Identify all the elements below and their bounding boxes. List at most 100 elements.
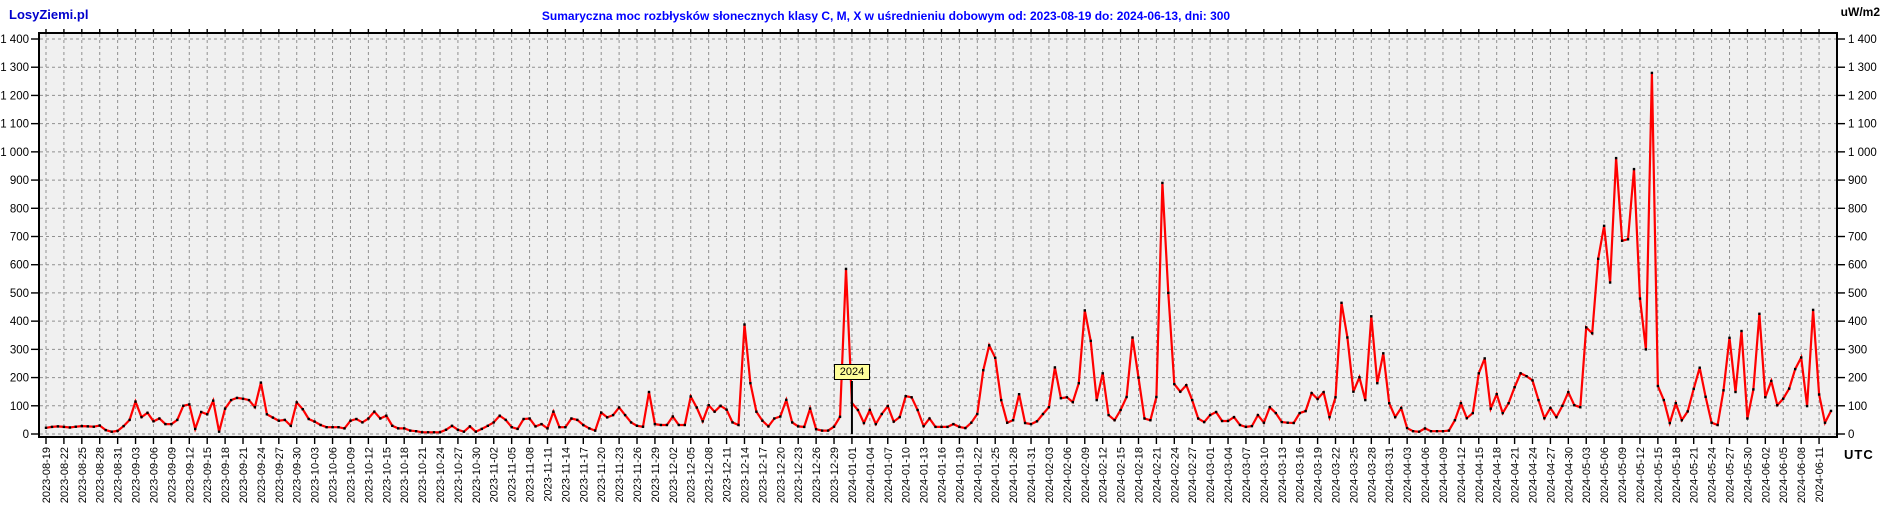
svg-text:2024-01-25: 2024-01-25 [990, 447, 1002, 503]
svg-text:2023-08-31: 2023-08-31 [113, 447, 125, 503]
svg-text:2024-06-02: 2024-06-02 [1760, 447, 1772, 503]
svg-text:2024-01-22: 2024-01-22 [972, 447, 984, 503]
svg-text:900: 900 [1848, 175, 1867, 187]
svg-text:2023-12-17: 2023-12-17 [757, 447, 769, 503]
svg-text:2024-01-31: 2024-01-31 [1026, 447, 1038, 503]
svg-text:2024-05-09: 2024-05-09 [1617, 447, 1629, 503]
svg-text:2024-03-28: 2024-03-28 [1366, 447, 1378, 503]
svg-text:2024-03-25: 2024-03-25 [1348, 447, 1360, 503]
svg-text:2024-05-15: 2024-05-15 [1653, 447, 1665, 503]
svg-text:100: 100 [10, 401, 29, 413]
svg-text:1 000: 1 000 [1848, 147, 1877, 159]
svg-text:2024-03-10: 2024-03-10 [1259, 447, 1271, 503]
svg-text:1 400: 1 400 [0, 34, 29, 46]
svg-text:2023-10-06: 2023-10-06 [328, 447, 340, 503]
svg-text:2024-06-08: 2024-06-08 [1796, 447, 1808, 503]
svg-text:2023-12-26: 2023-12-26 [811, 447, 823, 503]
svg-text:1 200: 1 200 [0, 90, 29, 102]
svg-text:200: 200 [10, 373, 29, 385]
svg-text:600: 600 [1848, 260, 1867, 272]
svg-text:0: 0 [1848, 429, 1854, 441]
svg-text:2023-09-15: 2023-09-15 [202, 447, 214, 503]
svg-text:2023-10-09: 2023-10-09 [345, 447, 357, 503]
svg-text:2024-01-28: 2024-01-28 [1008, 447, 1020, 503]
svg-text:2023-11-26: 2023-11-26 [632, 447, 644, 502]
svg-text:0: 0 [23, 429, 29, 441]
svg-text:2024-03-13: 2024-03-13 [1277, 447, 1289, 503]
svg-text:2024-05-18: 2024-05-18 [1671, 447, 1683, 503]
svg-text:2024-04-24: 2024-04-24 [1528, 447, 1540, 503]
svg-text:2023-08-22: 2023-08-22 [59, 447, 71, 503]
svg-text:2024-01-01: 2024-01-01 [847, 447, 859, 503]
svg-text:2024-01-13: 2024-01-13 [919, 447, 931, 503]
data-point-markers [44, 71, 1833, 434]
chart-title: Sumaryczna moc rozbłysków słonecznych kl… [541, 9, 1231, 23]
svg-text:2024-04-27: 2024-04-27 [1545, 447, 1557, 503]
svg-text:2023-10-21: 2023-10-21 [417, 447, 429, 503]
svg-text:2023-10-18: 2023-10-18 [399, 447, 411, 503]
svg-text:2024-05-24: 2024-05-24 [1707, 447, 1719, 503]
svg-text:500: 500 [1848, 288, 1867, 300]
svg-text:2023-11-05: 2023-11-05 [507, 447, 519, 502]
svg-text:2023-09-27: 2023-09-27 [274, 447, 286, 503]
svg-text:800: 800 [1848, 203, 1867, 215]
svg-text:2023-12-29: 2023-12-29 [829, 447, 841, 503]
svg-text:2024-04-12: 2024-04-12 [1456, 447, 1468, 503]
svg-text:1 200: 1 200 [1848, 90, 1877, 102]
svg-text:2024-05-21: 2024-05-21 [1689, 447, 1701, 503]
svg-text:2024-04-30: 2024-04-30 [1563, 447, 1575, 503]
svg-text:2024-01-07: 2024-01-07 [883, 447, 895, 503]
svg-text:2024-01-10: 2024-01-10 [901, 447, 913, 503]
svg-text:2023-12-14: 2023-12-14 [739, 447, 751, 503]
svg-text:2024-01-16: 2024-01-16 [936, 447, 948, 503]
svg-text:2024-03-01: 2024-03-01 [1205, 447, 1217, 503]
svg-text:1 300: 1 300 [1848, 62, 1877, 74]
svg-text:2024-03-22: 2024-03-22 [1330, 447, 1342, 503]
svg-text:200: 200 [1848, 373, 1867, 385]
svg-text:2024-02-03: 2024-02-03 [1044, 447, 1056, 503]
svg-text:2023-10-12: 2023-10-12 [363, 447, 375, 503]
svg-text:2023-11-29: 2023-11-29 [650, 447, 662, 502]
svg-text:2024-02-09: 2024-02-09 [1080, 447, 1092, 503]
svg-text:2024-06-05: 2024-06-05 [1778, 447, 1790, 503]
svg-text:2023-11-23: 2023-11-23 [614, 447, 626, 502]
svg-text:2024-03-19: 2024-03-19 [1313, 447, 1325, 503]
svg-text:2023-11-17: 2023-11-17 [578, 447, 590, 502]
svg-text:2023-09-12: 2023-09-12 [184, 447, 196, 503]
svg-text:100: 100 [1848, 401, 1867, 413]
svg-text:2024-04-09: 2024-04-09 [1438, 447, 1450, 503]
svg-text:2024-06-11: 2024-06-11 [1814, 447, 1826, 502]
svg-text:2023-09-06: 2023-09-06 [148, 447, 160, 503]
svg-text:2023-12-11: 2023-12-11 [722, 447, 734, 502]
svg-text:2024-03-04: 2024-03-04 [1223, 447, 1235, 503]
svg-text:2023-10-27: 2023-10-27 [453, 447, 465, 503]
svg-text:1 400: 1 400 [1848, 34, 1877, 46]
svg-text:2024-05-12: 2024-05-12 [1635, 447, 1647, 503]
svg-text:2024-01-19: 2024-01-19 [954, 447, 966, 503]
axis-ticks [31, 29, 1845, 444]
svg-text:2023-09-03: 2023-09-03 [131, 447, 143, 503]
svg-text:700: 700 [10, 232, 29, 244]
plot-border [38, 32, 1838, 438]
svg-text:2024-04-21: 2024-04-21 [1510, 447, 1522, 503]
year-annotation-badge: 2024 [834, 364, 870, 380]
svg-text:2023-12-05: 2023-12-05 [686, 447, 698, 503]
svg-text:2024-04-15: 2024-04-15 [1474, 447, 1486, 503]
y-axis-unit-label: uW/m2 [1840, 5, 1880, 19]
horizontal-gridlines [40, 38, 1836, 435]
svg-text:2023-12-08: 2023-12-08 [704, 447, 716, 503]
svg-text:2024-04-06: 2024-04-06 [1420, 447, 1432, 503]
svg-text:700: 700 [1848, 232, 1867, 244]
svg-text:2023-11-11: 2023-11-11 [542, 447, 554, 502]
svg-text:2024-05-30: 2024-05-30 [1742, 447, 1754, 503]
svg-text:800: 800 [10, 203, 29, 215]
svg-text:2023-12-02: 2023-12-02 [668, 447, 680, 503]
svg-text:2024-02-18: 2024-02-18 [1133, 447, 1145, 503]
vertical-gridlines [45, 34, 1820, 436]
svg-text:2023-08-19: 2023-08-19 [41, 447, 53, 503]
svg-text:2023-08-28: 2023-08-28 [95, 447, 107, 503]
svg-text:2023-10-03: 2023-10-03 [310, 447, 322, 503]
y-axis-labels: 0 0 100 100 200 200 300 300 400 400 500 500 600 600 70… [0, 34, 1877, 441]
svg-text:2024-04-18: 2024-04-18 [1492, 447, 1504, 503]
